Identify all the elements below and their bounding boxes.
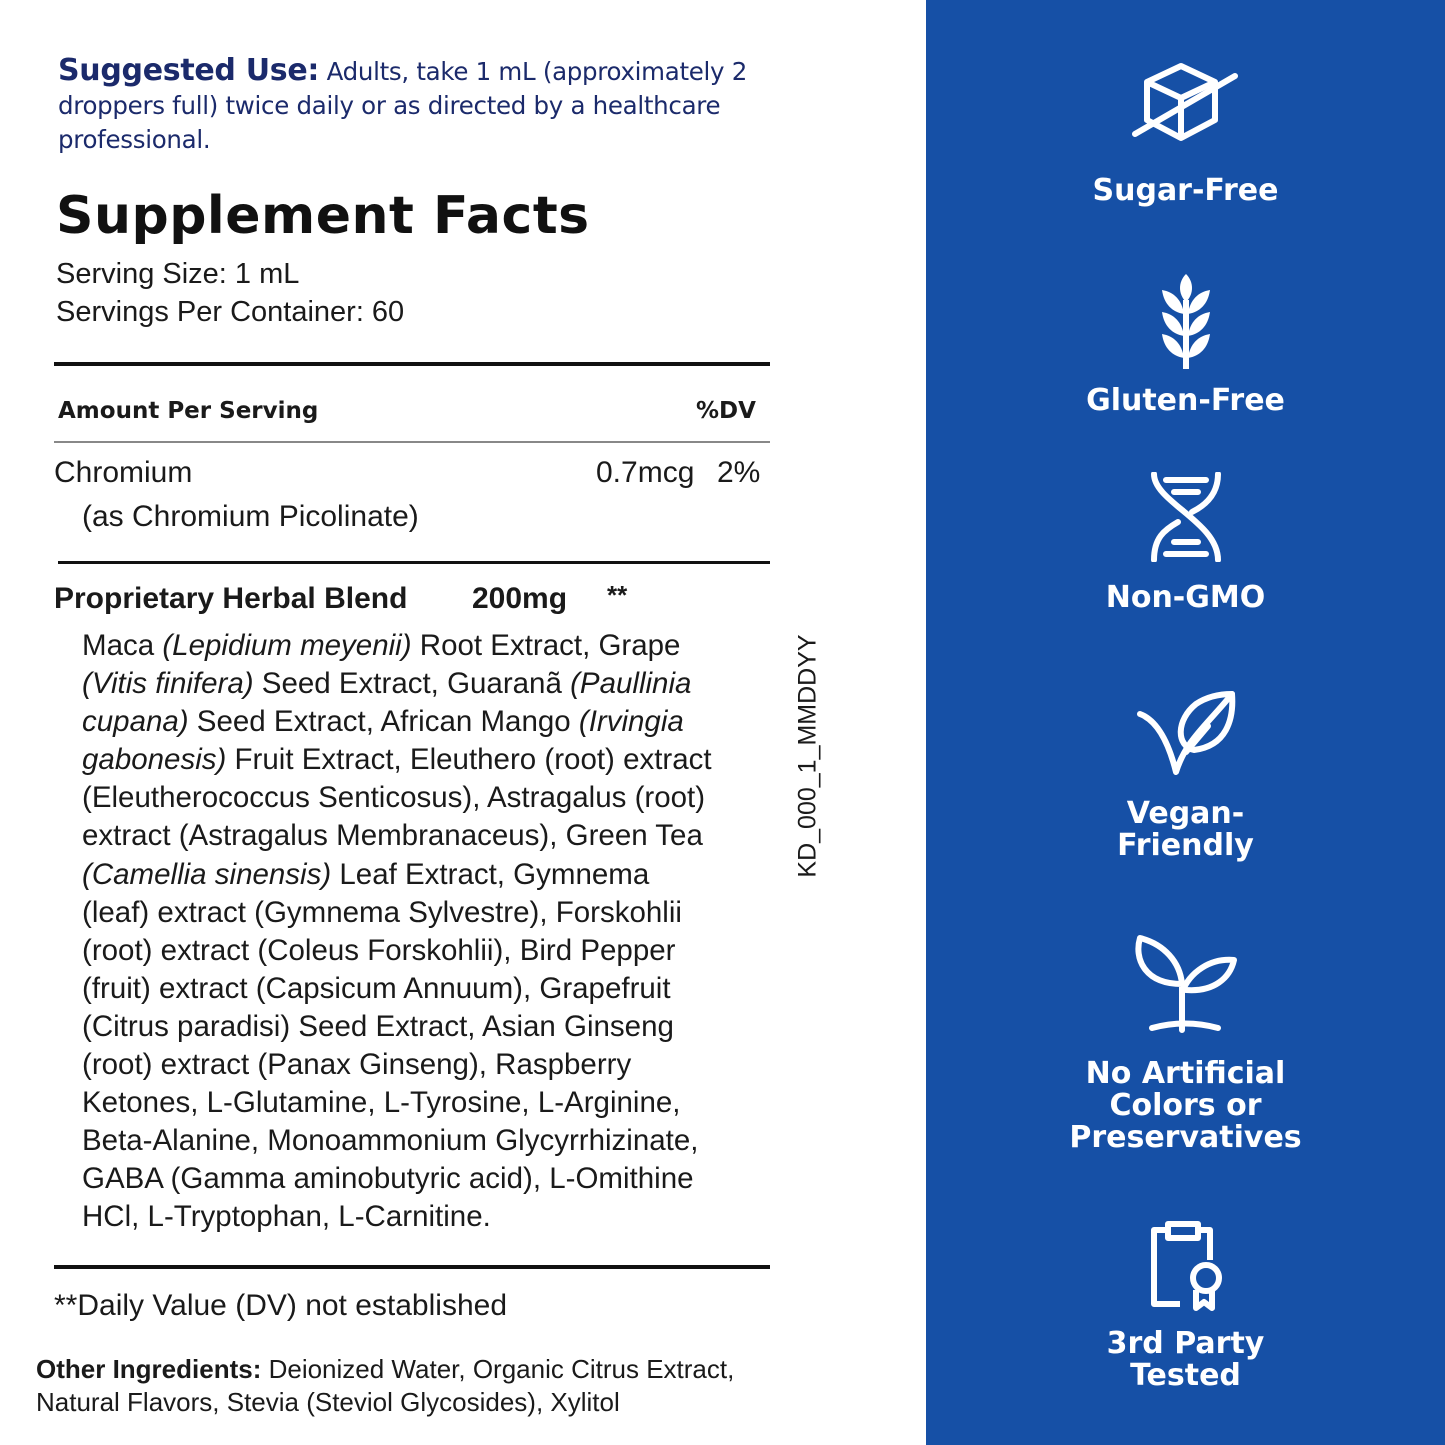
blend-line: Beta-Alanine, Monoammonium Glycyrrhizina… [82, 1122, 712, 1160]
chromium-name: Chromium [54, 456, 193, 489]
badge-label: Gluten-Free [1086, 383, 1285, 418]
other-ingredients-text: Deionized Water, Organic Citrus Extract,… [36, 1354, 735, 1417]
blend-line: (fruit) extract (Capsicum Annuum), Grape… [82, 970, 712, 1008]
ingredient-text: (fruit) extract (Capsicum Annuum), Grape… [82, 971, 671, 1005]
dv-header: %DV [696, 398, 756, 424]
badge-no-artificial: No Artificial Colors or Preservatives [926, 932, 1445, 1154]
blend-name: Proprietary Herbal Blend [54, 582, 408, 615]
ingredient-text: Fruit Extract, Eleuthero (root) extract [226, 743, 712, 777]
blend-line: cupana) Seed Extract, African Mango (Irv… [82, 703, 712, 741]
badge-label: 3rd Party Tested [1106, 1326, 1265, 1393]
clipboard-award-icon [1150, 1221, 1222, 1311]
blend-line: HCl, L-Tryptophan, L-Carnitine. [82, 1198, 712, 1236]
amount-header: Amount Per Serving [58, 398, 319, 424]
blend-ingredients: Maca (Lepidium meyenii) Root Extract, Gr… [82, 627, 712, 1237]
blend-line: (Eleutherococcus Senticosus), Astragalus… [82, 779, 712, 817]
divider-thick [54, 362, 770, 366]
blend-dv: ** [607, 580, 628, 610]
facts-title: Supplement Facts [56, 186, 590, 246]
badge-label: No Artificial Colors or Preservatives [1069, 1056, 1302, 1155]
blend-line: (Camellia sinensis) Leaf Extract, Gymnem… [82, 856, 712, 894]
ingredient-text: Maca [82, 629, 163, 662]
serving-size: Serving Size: 1 mL [56, 258, 300, 290]
blend-amount: 200mg [472, 582, 568, 615]
suggested-use: Suggested Use: Adults, take 1 mL (approx… [58, 54, 838, 157]
blend-line: Maca (Lepidium meyenii) Root Extract, Gr… [82, 627, 712, 665]
botanical-name: gabonesis) [82, 743, 227, 777]
divider-thick [58, 561, 770, 564]
ingredient-text: HCl, L-Tryptophan, L-Carnitine. [82, 1200, 491, 1234]
servings-per-container: Servings Per Container: 60 [56, 296, 405, 328]
ingredient-text: (Eleutherococcus Senticosus), Astragalus… [82, 781, 706, 815]
blend-line: gabonesis) Fruit Extract, Eleuthero (roo… [82, 741, 712, 779]
ingredient-text: (Citrus paradisi) Seed Extract, Asian Gi… [82, 1009, 674, 1043]
ingredient-text: Seed Extract, African Mango [188, 705, 579, 739]
ingredient-text: (root) extract (Coleus Forskohlii), Bird… [82, 933, 676, 967]
ingredient-text: extract (Astragalus Membranaceus), Green… [82, 819, 703, 853]
sprout-icon [1134, 935, 1237, 1033]
botanical-name: (Lepidium meyenii) [162, 629, 412, 662]
ingredient-text: Ketones, L-Glutamine, L-Tyrosine, L-Argi… [82, 1086, 681, 1120]
leaf-check-icon [1136, 691, 1235, 775]
other-ingredients: Other Ingredients: Deionized Water, Orga… [36, 1353, 776, 1419]
badge-gluten-free: Gluten-Free [926, 274, 1445, 417]
botanical-name: (Vitis finifera) [82, 667, 254, 701]
badge-label: Sugar-Free [1092, 173, 1279, 208]
suggested-use-label: Suggested Use: [58, 53, 320, 88]
blend-line: extract (Astragalus Membranaceus), Green… [82, 817, 712, 855]
ingredient-text: Beta-Alanine, Monoammonium Glycyrrhizina… [82, 1124, 699, 1158]
blend-line: GABA (Gamma aminobutyric acid), L-Omithi… [82, 1160, 712, 1198]
blend-line: (root) extract (Panax Ginseng), Raspberr… [82, 1046, 712, 1084]
chromium-source: (as Chromium Picolinate) [82, 500, 419, 533]
ingredient-text: Seed Extract, Guaranã [253, 667, 571, 701]
ingredient-text: GABA (Gamma aminobutyric acid), L-Omithi… [82, 1162, 694, 1196]
features-panel: Sugar-Free Gluten-Free Non-GMO Vegan- Fr… [926, 0, 1445, 1445]
badge-sugar-free: Sugar-Free [926, 60, 1445, 207]
botanical-name: (Camellia sinensis) [82, 857, 332, 891]
dv-footnote: **Daily Value (DV) not established [54, 1289, 508, 1322]
blend-line: (leaf) extract (Gymnema Sylvestre), Fors… [82, 894, 712, 932]
badge-vegan-friendly: Vegan- Friendly [926, 690, 1445, 862]
chromium-amount: 0.7mcg [596, 456, 695, 489]
ingredient-text: (leaf) extract (Gymnema Sylvestre), Fors… [82, 895, 682, 929]
blend-line: (Vitis finifera) Seed Extract, Guaranã (… [82, 665, 712, 703]
botanical-name: (Irvingia [578, 705, 684, 739]
blend-line: (Citrus paradisi) Seed Extract, Asian Gi… [82, 1008, 712, 1046]
blend-line: Ketones, L-Glutamine, L-Tyrosine, L-Argi… [82, 1084, 712, 1122]
badge-label: Vegan- Friendly [1117, 796, 1254, 863]
other-ingredients-label: Other Ingredients: [36, 1354, 262, 1384]
ingredient-text: Leaf Extract, Gymnema [331, 857, 650, 891]
botanical-name: (Paullinia [570, 667, 692, 701]
sugar-cube-crossed-icon [1131, 63, 1238, 141]
dna-icon [1150, 472, 1221, 562]
botanical-name: cupana) [82, 705, 189, 739]
ingredient-text: (root) extract (Panax Ginseng), Raspberr… [82, 1048, 632, 1082]
badge-non-gmo: Non-GMO [926, 472, 1445, 614]
badge-label: Non-GMO [1105, 580, 1266, 615]
chromium-dv: 2% [717, 456, 761, 489]
divider-thick [54, 1265, 770, 1269]
badge-third-party-tested: 3rd Party Tested [926, 1220, 1445, 1392]
wheat-icon [1161, 274, 1210, 369]
blend-line: (root) extract (Coleus Forskohlii), Bird… [82, 932, 712, 970]
ingredient-text: Root Extract, Grape [411, 629, 681, 662]
lot-code: KD_000_1_MMDDYY [793, 634, 822, 878]
suggested-use-text: Adults, take 1 mL (approximately 2 dropp… [58, 57, 748, 154]
divider-thin [54, 441, 770, 443]
